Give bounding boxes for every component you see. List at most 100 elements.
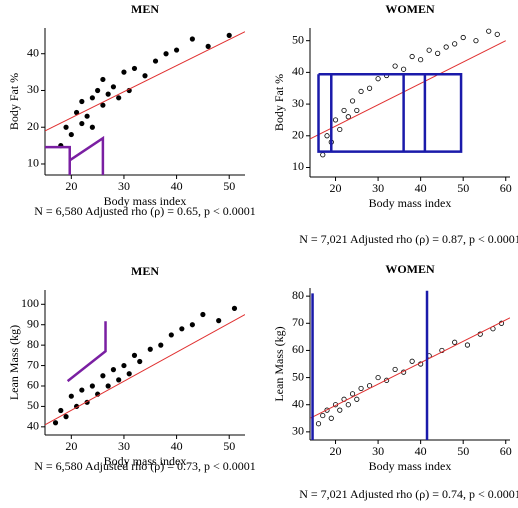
- panel-title: WOMEN: [385, 2, 435, 16]
- point: [341, 107, 347, 114]
- point: [110, 84, 117, 90]
- point: [52, 420, 59, 426]
- x-tick-label: 40: [171, 179, 183, 193]
- point: [89, 95, 95, 101]
- x-tick-label: 40: [415, 444, 427, 458]
- x-tick-label: 50: [223, 179, 235, 193]
- overlay-line: [45, 145, 71, 175]
- y-tick-label: 40: [27, 419, 39, 433]
- point: [358, 88, 364, 95]
- panel: WOMEN 20 30 40 50 60 30 40 50 60 70 80 Body mass ind…: [272, 262, 518, 501]
- points: [320, 28, 500, 158]
- y-tick-label: 30: [292, 424, 304, 438]
- point: [100, 373, 106, 379]
- point: [383, 377, 390, 383]
- point: [375, 76, 381, 82]
- y-tick-label: 50: [27, 398, 39, 412]
- y-tick-label: 10: [292, 159, 304, 173]
- point: [126, 371, 132, 377]
- point: [409, 358, 415, 364]
- point: [131, 65, 138, 72]
- point: [320, 412, 326, 419]
- point: [116, 95, 122, 101]
- point: [121, 69, 127, 75]
- y-tick-label: 20: [27, 119, 39, 133]
- x-tick-label: 20: [330, 444, 342, 458]
- points: [52, 305, 238, 426]
- point: [205, 43, 211, 49]
- panel-title: MEN: [131, 264, 159, 278]
- point: [358, 385, 364, 392]
- point: [494, 31, 500, 37]
- y-tick-label: 50: [292, 32, 304, 46]
- point: [409, 53, 415, 60]
- caption: N = 7,021 Adjusted rho (ρ) = 0.87, p < 0…: [299, 232, 518, 246]
- y-tick-label: 40: [292, 396, 304, 410]
- point: [68, 393, 74, 399]
- x-tick-label: 50: [457, 444, 469, 458]
- point: [84, 113, 90, 119]
- point: [345, 114, 351, 120]
- panel: MEN 20 30 40 50 40 50 60 70 80 90 100 Body mass inde…: [7, 264, 256, 473]
- x-tick-label: 20: [330, 181, 342, 195]
- point: [100, 76, 106, 83]
- y-tick-label: 80: [27, 337, 39, 351]
- point: [473, 38, 479, 44]
- x-tick-label: 60: [500, 444, 512, 458]
- point: [189, 322, 195, 328]
- point: [345, 402, 351, 408]
- point: [337, 126, 343, 133]
- x-axis-label: Body mass index: [104, 194, 187, 208]
- overlay-line: [66, 321, 107, 383]
- point: [179, 326, 185, 332]
- point: [401, 66, 407, 72]
- y-tick-label: 50: [292, 369, 304, 383]
- overlay-line: [69, 135, 105, 175]
- point: [486, 28, 492, 34]
- point: [63, 124, 69, 130]
- x-tick-label: 30: [118, 179, 130, 193]
- point: [89, 124, 95, 130]
- point: [79, 98, 85, 105]
- point: [452, 339, 458, 345]
- point: [152, 58, 159, 64]
- point: [418, 57, 424, 63]
- fit-line: [310, 40, 506, 140]
- caption: N = 6,580 Adjusted rho (ρ) = 0.65, p < 0…: [34, 204, 256, 218]
- point: [435, 50, 441, 56]
- point: [426, 47, 432, 53]
- point: [173, 47, 180, 53]
- x-axis-label: Body mass index: [369, 196, 452, 210]
- x-tick-label: 30: [372, 444, 384, 458]
- y-tick-label: 70: [27, 357, 39, 371]
- point: [324, 407, 330, 413]
- point: [142, 73, 148, 79]
- panel: WOMEN 20 30 40 50 60 10 20 30 40 50 Body mass index…: [272, 2, 518, 246]
- point: [460, 34, 466, 41]
- point: [354, 107, 360, 114]
- point: [324, 133, 330, 139]
- y-tick-label: 60: [292, 342, 304, 356]
- point: [147, 346, 153, 352]
- x-axis-label: Body mass index: [369, 459, 452, 473]
- fit-line: [45, 314, 245, 426]
- y-tick-label: 40: [292, 64, 304, 78]
- x-tick-label: 40: [415, 181, 427, 195]
- y-tick-label: 40: [27, 45, 39, 59]
- point: [105, 91, 111, 97]
- y-axis-label: Lean Mass (kg): [272, 326, 286, 401]
- point: [349, 391, 356, 397]
- x-tick-label: 50: [223, 439, 235, 453]
- point: [200, 311, 206, 318]
- x-tick-label: 30: [372, 181, 384, 195]
- point: [137, 358, 143, 365]
- point: [58, 407, 64, 414]
- panel-title: MEN: [131, 2, 159, 16]
- point: [366, 85, 373, 91]
- point: [163, 51, 169, 57]
- point: [79, 387, 85, 393]
- y-tick-label: 30: [292, 96, 304, 110]
- y-tick-label: 10: [27, 156, 39, 170]
- point: [95, 87, 101, 94]
- point: [168, 332, 174, 338]
